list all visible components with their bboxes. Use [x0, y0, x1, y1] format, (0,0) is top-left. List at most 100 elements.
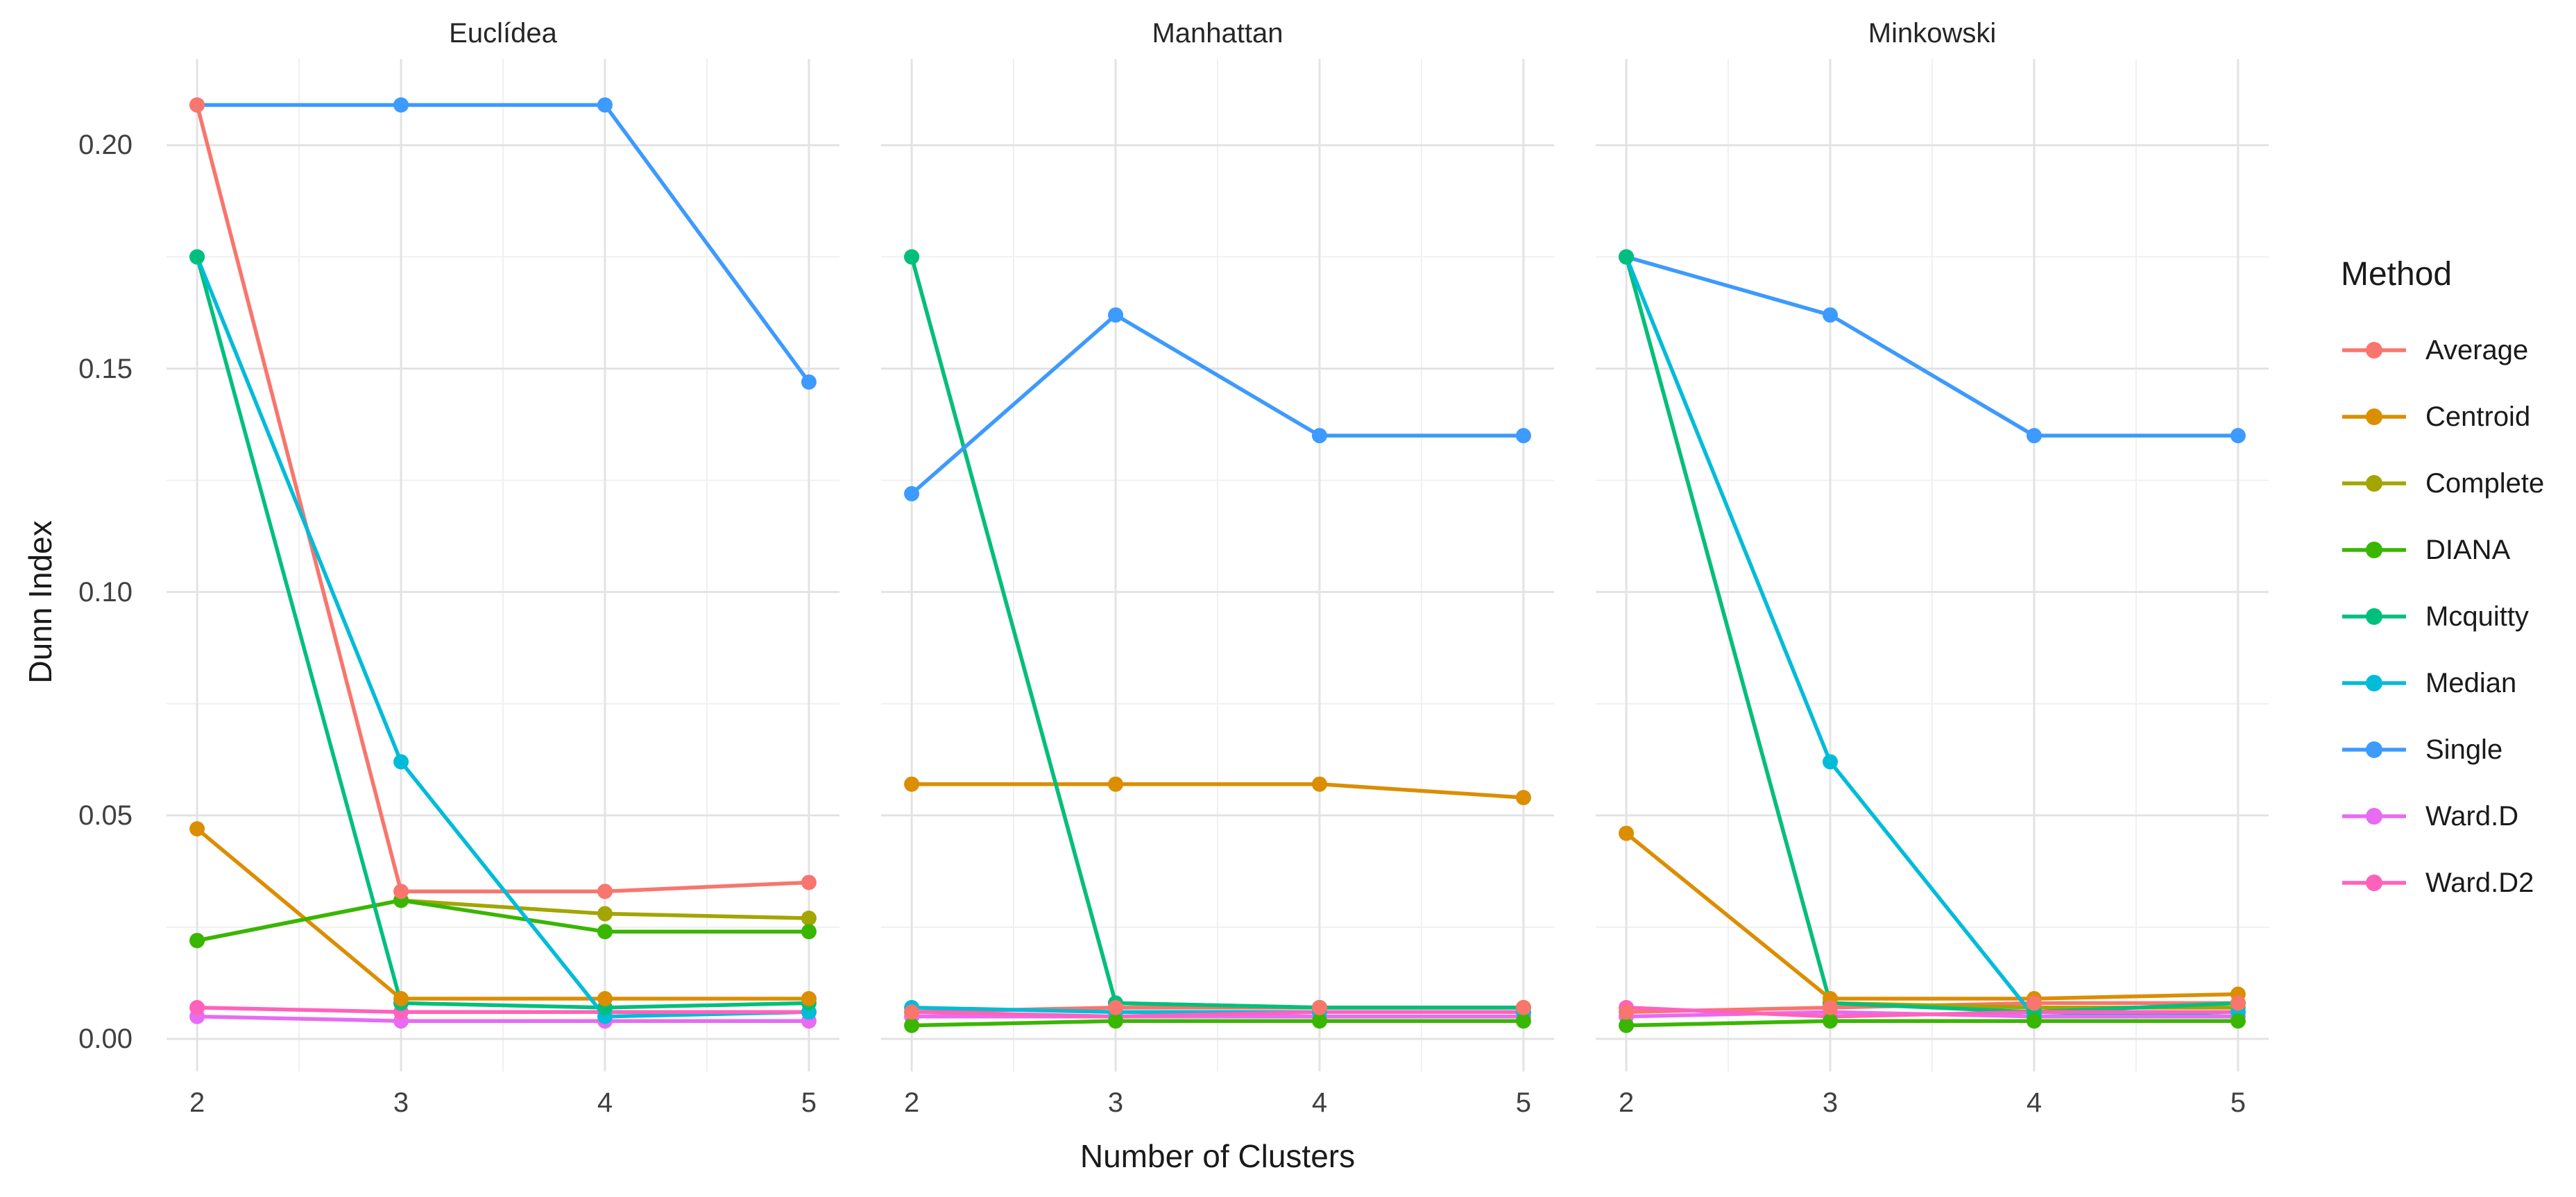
- data-point-diana: [597, 924, 613, 940]
- x-axis-title: Number of Clusters: [1080, 1138, 1356, 1174]
- data-point-single: [597, 97, 613, 113]
- data-point-diana: [1108, 1013, 1124, 1029]
- x-tick-label: 2: [903, 1087, 920, 1118]
- data-point-centroid: [189, 821, 205, 837]
- legend-item-diana: DIANA: [2341, 531, 2510, 569]
- data-point-single: [393, 97, 409, 113]
- legend-item-median: Median: [2341, 664, 2516, 703]
- plot-area: [881, 59, 1554, 1071]
- data-point-average: [2026, 995, 2042, 1011]
- x-tick-label: 3: [393, 1087, 409, 1118]
- x-tick-label: 5: [801, 1087, 817, 1118]
- series-line-single: [195, 103, 811, 384]
- legend-item-label: DIANA: [2425, 534, 2511, 565]
- facet-panel-manhattan: Manhattan: [881, 0, 1554, 1197]
- data-point-median: [393, 754, 409, 770]
- data-point-average: [1823, 999, 1839, 1015]
- data-point-single: [1823, 307, 1839, 323]
- x-tick-label: 4: [1311, 1087, 1328, 1118]
- legend-key-icon: [2342, 741, 2406, 758]
- data-point-complete: [801, 911, 817, 927]
- y-tick-label: 0.00: [78, 1023, 133, 1054]
- data-point-single: [904, 485, 920, 501]
- series-line-centroid: [195, 827, 811, 1001]
- legend-item-label: Centroid: [2425, 401, 2531, 432]
- x-tick-label: 5: [1515, 1087, 1532, 1118]
- plot-area: [167, 59, 839, 1071]
- x-tick-label: 2: [189, 1087, 205, 1118]
- legend-item-label: Average: [2425, 334, 2529, 365]
- y-axis-tick-labels: 0.00 0.05 0.10 0.15 0.20: [0, 0, 142, 1197]
- data-point-diana: [2230, 1013, 2246, 1029]
- data-point-average: [189, 97, 205, 113]
- legend-item-label: Median: [2425, 667, 2517, 698]
- data-point-centroid: [904, 776, 920, 792]
- data-point-centroid: [1619, 825, 1635, 841]
- data-point-complete: [597, 906, 613, 922]
- data-point-centroid: [1108, 776, 1124, 792]
- data-point-average: [1311, 999, 1327, 1015]
- series-line-centroid: [1624, 831, 2240, 1001]
- legend-item-label: Ward.D: [2425, 800, 2519, 832]
- data-point-average: [2230, 995, 2246, 1011]
- series-line-mcquitty: [1624, 255, 2240, 1015]
- legend-key-icon: [2342, 342, 2406, 359]
- series-line-ward.d2: [1624, 1006, 2240, 1019]
- legend-item-complete: Complete: [2341, 464, 2544, 503]
- legend-item-average: Average: [2341, 331, 2528, 370]
- legend-key-icon: [2342, 475, 2406, 492]
- data-point-single: [801, 374, 817, 390]
- data-point-diana: [904, 1017, 920, 1033]
- data-point-single: [1515, 428, 1531, 444]
- data-point-average: [393, 884, 409, 899]
- series-line-diana: [1624, 1019, 2240, 1028]
- series-line-ward.d: [195, 1015, 811, 1023]
- legend-key-icon: [2342, 608, 2406, 625]
- data-point-diana: [1311, 1013, 1327, 1029]
- data-point-average: [597, 884, 613, 899]
- data-point-diana: [801, 924, 817, 940]
- y-tick-label: 0.15: [78, 353, 133, 384]
- data-point-average: [1619, 1004, 1635, 1020]
- data-point-single: [1311, 428, 1327, 444]
- data-point-average: [1108, 999, 1124, 1015]
- legend: Method Average Centroid Complete DIANA Mcqui…: [2331, 0, 2576, 1197]
- series-line-diana: [195, 898, 811, 942]
- series-line-mcquitty: [195, 255, 811, 1010]
- series-line-single: [1624, 255, 2240, 438]
- series-line-ward.d2: [195, 1006, 811, 1015]
- legend-key-icon: [2342, 675, 2406, 691]
- data-point-centroid: [1311, 776, 1327, 792]
- facet-panel-euclidea: Euclídea: [167, 0, 839, 1197]
- data-point-ward.d2: [189, 999, 205, 1015]
- data-point-diana: [1823, 1013, 1839, 1029]
- facet-panel-minkowski: Minkowski: [1596, 0, 2269, 1197]
- y-tick-label: 0.20: [78, 130, 133, 161]
- data-point-mcquitty: [189, 249, 205, 265]
- facet-title: Minkowski: [1868, 18, 1997, 49]
- legend-item-label: Mcquitty: [2425, 601, 2529, 632]
- series-line-mcquitty: [910, 255, 1526, 1010]
- data-point-average: [801, 875, 817, 890]
- data-point-diana: [189, 933, 205, 949]
- x-tick-label: 4: [2026, 1087, 2042, 1118]
- legend-key-icon: [2342, 408, 2406, 425]
- x-tick-label: 3: [1107, 1087, 1124, 1118]
- data-point-average: [904, 1004, 920, 1020]
- plot-area: [1596, 59, 2269, 1071]
- legend-item-centroid: Centroid: [2341, 397, 2530, 436]
- facet-title: Euclídea: [449, 18, 557, 49]
- x-tick-label: 4: [597, 1087, 613, 1118]
- data-point-average: [1515, 999, 1531, 1015]
- series-line-centroid: [910, 782, 1526, 800]
- legend-key-icon: [2342, 542, 2406, 558]
- legend-item-ward.d: Ward.D: [2341, 797, 2518, 836]
- data-point-single: [1108, 307, 1124, 323]
- data-point-centroid: [1515, 790, 1531, 806]
- series-line-diana: [910, 1019, 1526, 1028]
- legend-key-icon: [2342, 808, 2406, 825]
- legend-item-label: Ward.D2: [2425, 867, 2534, 898]
- data-point-single: [2026, 428, 2042, 444]
- data-point-diana: [1619, 1017, 1635, 1033]
